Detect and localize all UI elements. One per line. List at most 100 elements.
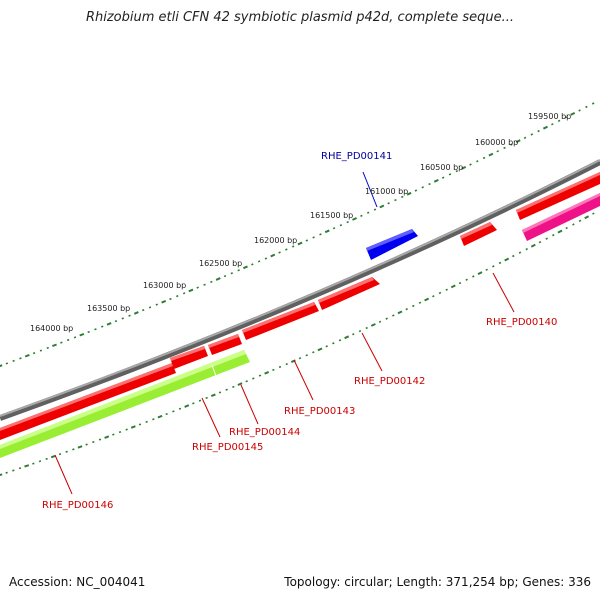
outer-tick xyxy=(32,352,36,355)
inner-tick xyxy=(50,454,56,459)
inner-tick xyxy=(538,240,542,244)
inner-tick xyxy=(125,428,128,431)
outer-tick xyxy=(346,220,349,224)
gene-label-RHE_PD00142[interactable]: RHE_PD00142 xyxy=(354,376,425,387)
outer-tick xyxy=(148,306,152,309)
gene-label-RHE_PD00143[interactable]: RHE_PD00143 xyxy=(284,406,355,417)
outer-tick xyxy=(210,280,213,284)
gene-pink-strip[interactable] xyxy=(522,193,600,241)
inner-tick xyxy=(112,433,115,436)
tick-label-160000: 160000 bp xyxy=(475,138,518,147)
inner-tick xyxy=(252,377,255,380)
inner-tick xyxy=(445,288,448,291)
inner-tick xyxy=(145,420,148,423)
inner-tick xyxy=(438,291,442,295)
outer-tick xyxy=(223,274,227,278)
outer-tick xyxy=(591,102,595,105)
inner-tick xyxy=(530,243,536,248)
outer-tick xyxy=(394,198,397,202)
inner-tick xyxy=(565,226,568,230)
outer-tick xyxy=(176,295,179,298)
inner-tick xyxy=(184,404,190,408)
outer-tick xyxy=(161,299,167,304)
outer-tick xyxy=(476,160,479,163)
inner-tick-ring xyxy=(0,212,595,477)
inner-tick xyxy=(518,251,522,254)
outer-tick xyxy=(237,269,240,272)
gene-RHE_PD00145[interactable] xyxy=(170,346,208,369)
inner-tick xyxy=(378,320,382,323)
gene-RHE_PD00146-red-segment[interactable] xyxy=(0,363,176,440)
outer-tick xyxy=(278,251,281,254)
gene-label-RHE_PD00141[interactable]: RHE_PD00141 xyxy=(321,151,392,162)
outer-tick xyxy=(182,292,186,295)
gene-label-RHE_PD00146[interactable]: RHE_PD00146 xyxy=(42,500,113,511)
inner-tick xyxy=(264,370,270,375)
inner-tick xyxy=(92,440,95,444)
gene-label-RHE_PD00144[interactable]: RHE_PD00144 xyxy=(229,427,300,438)
outer-tick xyxy=(257,260,261,263)
inner-tick xyxy=(172,410,175,413)
inner-tick xyxy=(245,380,248,383)
outer-tick xyxy=(297,241,303,246)
tick-label-163500: 163500 bp xyxy=(87,304,130,313)
gene-RHE_PD00141[interactable] xyxy=(366,229,418,260)
inner-tick xyxy=(317,347,323,352)
inner-tick xyxy=(298,357,302,360)
inner-tick xyxy=(118,430,122,434)
outer-tick xyxy=(488,152,494,157)
gene-labels: RHE_PD00141 RHE_PD00140 RHE_PD00142 RHE_… xyxy=(42,151,557,511)
inner-tick xyxy=(465,278,468,281)
label-leaders xyxy=(54,171,515,495)
gene-label-RHE_PD00140[interactable]: RHE_PD00140 xyxy=(486,317,557,328)
outer-tick xyxy=(428,182,431,186)
inner-tick xyxy=(32,462,35,465)
outer-tick xyxy=(455,169,459,173)
summary-text: Topology: circular; Length: 371,254 bp; … xyxy=(284,575,591,589)
gene-RHE_PD00140[interactable] xyxy=(460,222,497,246)
outer-tick xyxy=(142,309,145,312)
inner-tick xyxy=(325,345,328,348)
outer-tick xyxy=(79,332,85,337)
outer-tick xyxy=(515,139,521,144)
outer-tick xyxy=(100,325,104,328)
outer-tick xyxy=(564,116,568,119)
outer-tick xyxy=(203,283,206,286)
outer-tick xyxy=(285,248,288,251)
outer-tick xyxy=(406,191,412,196)
inner-tick xyxy=(504,257,510,262)
tick-label-161000: 161000 bp xyxy=(365,187,408,196)
gene-label-RHE_PD00145[interactable]: RHE_PD00145 xyxy=(192,442,263,453)
inner-tick xyxy=(358,329,362,333)
outer-tick xyxy=(291,245,295,248)
outer-tick xyxy=(196,286,199,289)
outer-tick xyxy=(530,133,534,136)
tick-label-163000: 163000 bp xyxy=(143,281,186,290)
outer-tick xyxy=(401,195,404,199)
outer-tick xyxy=(366,211,370,214)
gene-red-right-edge[interactable] xyxy=(516,172,600,220)
outer-tick xyxy=(5,362,9,365)
inner-tick xyxy=(192,402,195,405)
outer-tick xyxy=(12,359,15,362)
gene-RHE_PD00144[interactable] xyxy=(208,334,242,355)
inner-tick xyxy=(165,412,168,416)
gene-RHE_PD00143[interactable] xyxy=(242,302,319,340)
inner-tick xyxy=(352,333,355,336)
outer-tick xyxy=(188,288,194,293)
outer-tick xyxy=(482,156,486,160)
inner-tick xyxy=(38,460,42,463)
gene-green-strip[interactable] xyxy=(0,350,250,458)
inner-tick xyxy=(218,391,222,394)
outer-tick xyxy=(270,253,276,258)
inner-tick xyxy=(344,335,350,340)
outer-tick xyxy=(441,176,445,179)
inner-tick xyxy=(572,223,575,226)
inner-tick xyxy=(12,469,15,472)
outer-tick xyxy=(106,322,112,326)
inner-tick xyxy=(477,271,483,275)
outer-tick xyxy=(339,224,343,227)
outer-tick xyxy=(24,353,30,358)
inner-tick xyxy=(210,393,216,398)
gene-RHE_PD00142[interactable] xyxy=(318,277,380,310)
